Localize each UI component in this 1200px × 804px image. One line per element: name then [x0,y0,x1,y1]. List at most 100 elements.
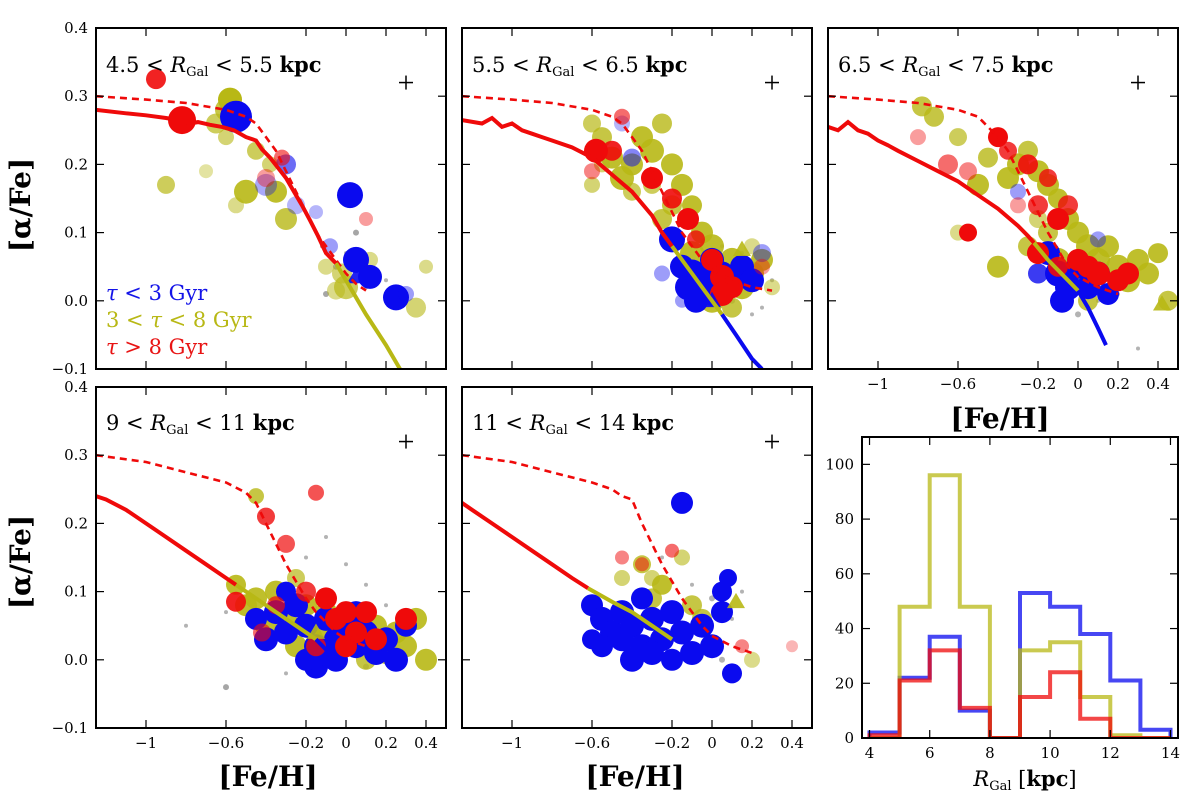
old-star-point [584,163,600,180]
old-star-point [754,258,770,275]
model-solid-line [462,115,674,248]
young-star-point [660,600,684,625]
mid-star-point [682,595,702,616]
mid-star-point [199,164,213,179]
panel-r1-content [96,69,433,369]
mid-star-point [157,175,175,194]
model-dashed-line [462,453,753,655]
legend: τ < 3 Gyr 3 < τ < 8 Gyr τ > 8 Gyr [106,281,253,359]
y-tick-label: 0 [844,729,854,747]
cluster-triangle-marker [727,592,745,609]
y-tick-label: 0.4 [64,378,88,396]
x-tick-label: 0 [1073,375,1083,393]
old-star-point [1010,197,1026,214]
young-star-point [309,205,323,220]
mid-star-point [584,176,600,193]
old-star-point [1039,169,1057,187]
field-star-point [364,582,368,587]
cluster-triangle-marker [1069,278,1087,294]
young-star-point [358,264,382,289]
old-star-point [1058,195,1078,216]
field-star-point [384,603,388,608]
young-star-point [690,613,714,638]
old-star-point [306,636,326,657]
young-star-point [582,629,602,650]
x-tick-label: 0 [341,734,351,752]
young-star-point [398,286,414,302]
mid-star-point [318,258,334,275]
old-star-point [277,534,295,553]
y-tick-label: 0.4 [64,19,88,37]
model-dashed-line [96,453,367,648]
mid-star-point [1137,262,1159,285]
cluster-triangle-marker [347,267,365,284]
x-tick-label: 0.4 [414,734,438,752]
x-axis-label-panel-3: [Fe/H] [950,402,1049,435]
old-star-point [335,635,357,658]
old-star-point [355,601,377,624]
field-star-point [690,582,694,587]
field-star-point [304,555,308,560]
young-star-point [337,182,363,209]
x-axis-label-panel-5: [Fe/H] [585,760,684,793]
young-star-point [654,265,670,282]
field-star-point [384,278,388,283]
hist-x-axis-label: RGal [kpc] [972,766,1076,794]
mid-star-point [978,147,998,168]
y-tick-label: −0.1 [52,719,88,737]
x-axis-label-panel-4: [Fe/H] [218,760,317,793]
model-solid-segment-mid [234,583,318,641]
young-star-point [384,647,408,672]
mid-star-point [583,114,601,133]
panel-title-4: 9 < RGal < 11 kpc [106,410,295,438]
old-star-point [786,640,798,653]
panel-title-1: 4.5 < RGal < 5.5 kpc [106,52,322,80]
model-solid-line [96,494,238,587]
field-star-point [224,610,228,615]
cluster-triangle-marker [1153,295,1171,311]
mid-star-point [744,238,760,255]
plot-marks [96,69,1178,738]
old-star-point [335,601,357,624]
x-tick-label: 0.4 [1146,375,1170,393]
young-star-point [753,244,771,263]
field-star-point [709,595,715,602]
old-star-point [308,484,324,501]
model-solid-line [96,107,338,265]
x-tick-label: −0.2 [654,734,690,752]
mid-star-point [987,255,1009,278]
panel-r2-content [462,75,780,369]
y-tick-label: 0.1 [64,583,88,601]
mid-star-point [1148,243,1168,264]
x-tick-label: 0.2 [1106,375,1130,393]
old-star-point [959,223,977,242]
cluster-triangle-marker [733,240,751,256]
y-tick-label: 100 [825,455,854,473]
y-tick-label: 0.0 [64,651,88,669]
young-star-point [640,606,664,631]
x-tick-label: −0.6 [208,734,244,752]
x-tick-label: 4 [865,744,875,762]
old-star-point [1018,154,1038,175]
legend-entry-old: τ > 8 Gyr [106,335,208,359]
y-tick-label: 0.2 [64,514,88,532]
field-star-point [760,305,764,310]
old-star-point [662,188,682,209]
mid-star-point [644,570,660,586]
x-tick-label: 0.2 [374,734,398,752]
mid-star-point [764,279,780,296]
young-star-point [671,491,693,514]
panel-frame [461,386,813,729]
x-tick-label: −1 [867,375,889,393]
mid-star-point [406,297,426,318]
legend-entry-mid: 3 < τ < 8 Gyr [106,308,253,332]
old-star-point [226,591,246,612]
x-tick-label: 14 [1161,744,1180,762]
mid-star-point [640,138,664,163]
young-star-point [1028,263,1048,284]
mid-star-point [419,259,433,274]
old-star-point [938,154,958,175]
old-star-point [959,162,977,181]
model-solid-segment-young [1076,289,1108,346]
